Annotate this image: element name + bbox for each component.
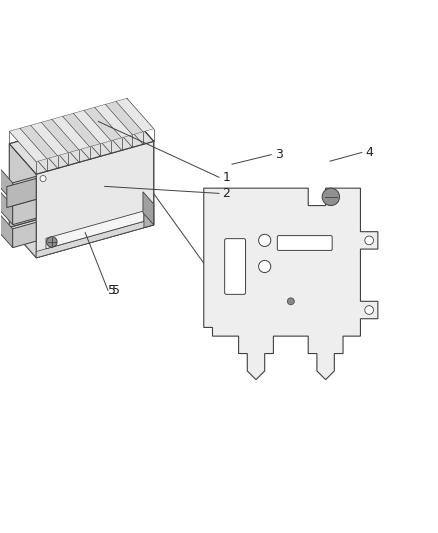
- Polygon shape: [20, 125, 57, 159]
- Polygon shape: [9, 111, 154, 174]
- Polygon shape: [9, 195, 154, 258]
- Polygon shape: [36, 141, 154, 258]
- Polygon shape: [0, 191, 13, 225]
- Circle shape: [322, 188, 339, 206]
- Polygon shape: [204, 188, 378, 379]
- Polygon shape: [9, 111, 127, 228]
- Text: 5: 5: [112, 284, 120, 297]
- Polygon shape: [13, 199, 36, 225]
- Polygon shape: [46, 211, 144, 249]
- Polygon shape: [41, 119, 79, 153]
- Polygon shape: [74, 110, 111, 144]
- Polygon shape: [52, 116, 90, 150]
- Polygon shape: [116, 98, 154, 132]
- Polygon shape: [63, 114, 100, 147]
- Text: 3: 3: [275, 148, 283, 161]
- Text: 2: 2: [223, 187, 230, 200]
- FancyBboxPatch shape: [225, 239, 246, 294]
- Text: 4: 4: [365, 146, 373, 159]
- Circle shape: [365, 236, 374, 245]
- Circle shape: [40, 175, 46, 182]
- Polygon shape: [9, 128, 47, 161]
- Circle shape: [258, 261, 271, 272]
- Polygon shape: [36, 219, 154, 258]
- Polygon shape: [84, 107, 122, 141]
- Circle shape: [365, 305, 374, 314]
- Polygon shape: [127, 111, 154, 225]
- Polygon shape: [95, 104, 132, 138]
- Circle shape: [287, 298, 294, 305]
- FancyBboxPatch shape: [277, 236, 332, 251]
- Polygon shape: [13, 176, 36, 201]
- Polygon shape: [144, 204, 154, 228]
- Polygon shape: [106, 101, 143, 135]
- Circle shape: [258, 235, 271, 246]
- Polygon shape: [13, 222, 36, 248]
- Polygon shape: [31, 122, 68, 156]
- Polygon shape: [143, 192, 154, 225]
- Polygon shape: [0, 168, 13, 201]
- Circle shape: [47, 237, 57, 247]
- Text: 5: 5: [108, 284, 116, 297]
- Polygon shape: [7, 179, 36, 207]
- Text: 1: 1: [223, 171, 230, 184]
- Polygon shape: [0, 214, 13, 248]
